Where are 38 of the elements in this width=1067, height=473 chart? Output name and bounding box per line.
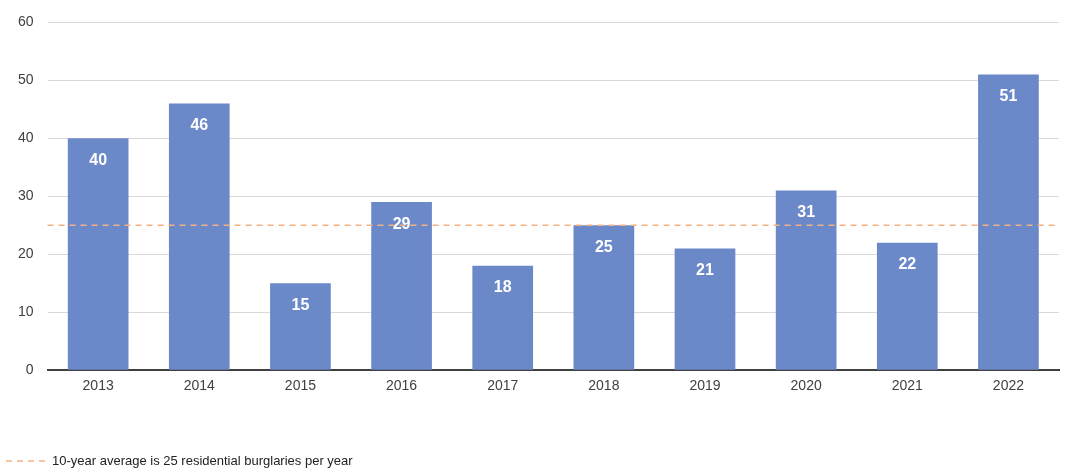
data-label: 40	[89, 150, 108, 168]
bar	[168, 103, 230, 370]
bar	[270, 283, 331, 370]
bar	[472, 265, 534, 370]
bar	[371, 202, 432, 370]
x-tick-label: 2019	[689, 377, 721, 394]
y-tick-label: 40	[17, 129, 34, 146]
y-tick-label: 20	[17, 245, 34, 262]
x-tick-label: 2014	[183, 377, 216, 394]
data-label: 51	[999, 86, 1018, 104]
x-tick-label: 2016	[385, 377, 418, 394]
bar	[876, 242, 938, 370]
x-tick-label: 2018	[588, 377, 620, 394]
data-label: 22	[898, 255, 917, 273]
data-label: 31	[797, 202, 816, 220]
y-tick-label: 0	[25, 361, 34, 378]
bar	[573, 225, 635, 370]
legend-label: 10-year average is 25 residential burglaries per year	[52, 452, 354, 468]
bar	[978, 74, 1039, 370]
x-tick-label: 2022	[992, 377, 1025, 394]
data-label: 15	[291, 295, 310, 313]
bar	[674, 248, 736, 370]
data-label: 18	[493, 278, 512, 296]
y-tick-label: 50	[17, 71, 34, 88]
x-tick-label: 2013	[82, 377, 114, 394]
x-tick-label: 2017	[487, 377, 519, 394]
bar	[67, 138, 129, 370]
x-tick-label: 2015	[284, 377, 317, 394]
data-label: 29	[392, 214, 411, 232]
y-tick-label: 30	[17, 187, 34, 204]
x-tick-label: 2021	[891, 377, 924, 394]
y-tick-label: 60	[17, 13, 34, 30]
y-tick-label: 10	[17, 303, 34, 320]
x-tick-label: 2020	[790, 377, 822, 394]
data-label: 25	[594, 237, 613, 255]
data-label: 21	[696, 260, 714, 278]
data-label: 46	[190, 115, 209, 133]
bar	[775, 190, 837, 370]
